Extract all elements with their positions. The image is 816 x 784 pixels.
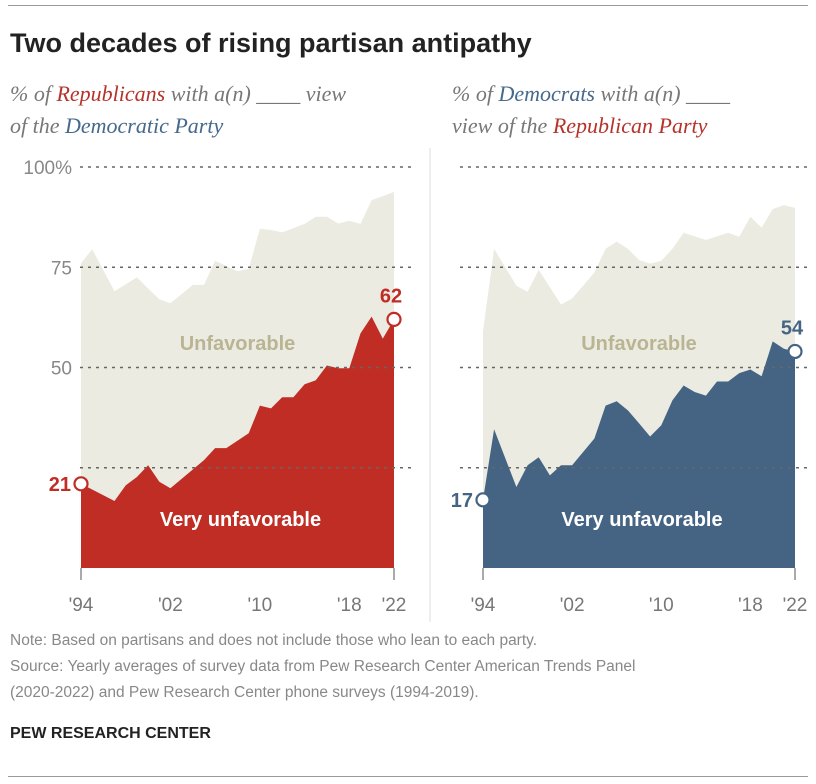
- subtitle-text: of the: [10, 113, 65, 138]
- subtitle-text: % of: [10, 81, 57, 106]
- subtitle-text: % of: [452, 81, 499, 106]
- subtitle-group: Republicans: [56, 81, 166, 106]
- x-tick-label: '94: [471, 595, 496, 616]
- right-subtitle: % of Democrats with a(n) ____ view of th…: [452, 78, 730, 142]
- x-tick-label: '10: [247, 595, 272, 616]
- very-unfavorable-area: [483, 341, 795, 568]
- brand-label: PEW RESEARCH CENTER: [10, 725, 211, 742]
- data-point-marker: [73, 476, 89, 492]
- y-tick-label: 100%: [23, 158, 72, 179]
- top-rule: [8, 5, 808, 6]
- subtitle-party: Republican Party: [552, 113, 708, 138]
- subtitle-text: view of the: [452, 113, 553, 138]
- source-text: Source: Yearly averages of survey data f…: [10, 658, 636, 675]
- data-label: 54: [781, 317, 804, 339]
- note-text: Note: Based on partisans and does not in…: [10, 632, 538, 649]
- data-label: 17: [451, 490, 473, 512]
- data-point-marker: [475, 492, 491, 508]
- subtitle-text: with a(n) ____: [595, 81, 731, 106]
- data-point-marker: [386, 311, 402, 327]
- x-tick-label: '22: [783, 595, 808, 616]
- y-tick-label: 75: [51, 258, 72, 279]
- very-unfavorable-area: [81, 316, 394, 568]
- data-label: 62: [380, 285, 402, 307]
- very-unfavorable-label: Very unfavorable: [561, 509, 722, 531]
- x-tick-label: '94: [69, 595, 94, 616]
- x-tick-label: '02: [158, 595, 183, 616]
- unfavorable-label: Unfavorable: [180, 333, 296, 355]
- chart-title: Two decades of rising partisan antipathy: [10, 28, 532, 58]
- data-label: 21: [49, 474, 71, 496]
- x-tick-label: '18: [337, 595, 362, 616]
- y-tick-label: 50: [51, 359, 72, 380]
- subtitle-group: Democrats: [498, 81, 595, 106]
- left-subtitle: % of Republicans with a(n) ____ view of …: [10, 78, 346, 142]
- subtitle-party: Democratic Party: [65, 113, 224, 138]
- republicans-panel: 100% 75 50 '94 '02 '10 '18 '22 Unfavorable Very u…: [23, 158, 416, 616]
- very-unfavorable-label: Very unfavorable: [160, 509, 321, 531]
- unfavorable-label: Unfavorable: [581, 333, 697, 355]
- democrats-panel: '94 '02 '10 '18 '22 Unfavorable Very unfavorab…: [451, 166, 812, 616]
- x-tick-label: '18: [738, 595, 763, 616]
- source-text-2: (2020-2022) and Pew Research Center phon…: [10, 684, 479, 701]
- x-tick-label: '02: [560, 595, 585, 616]
- subtitle-text: with a(n) ____ view: [165, 81, 347, 106]
- x-tick-label: '10: [649, 595, 674, 616]
- data-point-marker: [787, 343, 803, 360]
- bottom-rule: [8, 776, 808, 777]
- x-tick-label: '22: [382, 595, 407, 616]
